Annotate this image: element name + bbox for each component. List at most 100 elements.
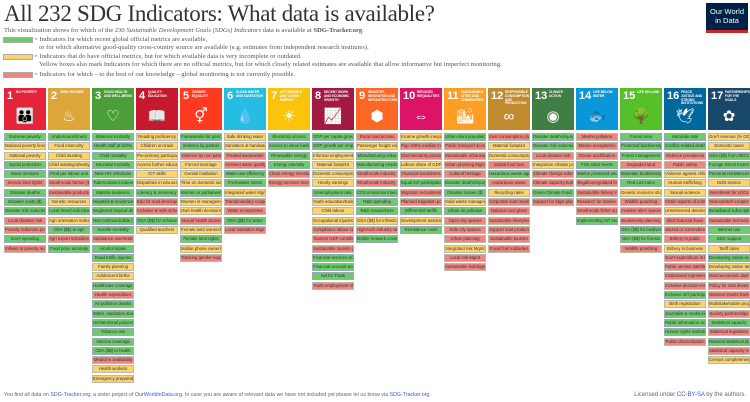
indicator-box: Multistakeholder progress xyxy=(708,300,750,309)
indicator-box: Food insecurity xyxy=(48,142,90,151)
indicator-box: Ambient water quality xyxy=(224,160,266,169)
owid-link[interactable]: OurWorldinData.org xyxy=(134,392,182,398)
goal-10-indicators: Income growth inequalityPop <50% median … xyxy=(400,133,442,235)
indicator-box: Investment for LDCs xyxy=(708,188,750,197)
goal-tile-4: 4 Quality education 📖 xyxy=(136,88,178,130)
sdg-tracker-link-2[interactable]: SDG-Tracker.org xyxy=(389,392,430,398)
goal-17-indicators: Gov't revenue (% GDP) Domestic taxes ODA (… xyxy=(708,133,750,365)
indicator-box: Electricity access xyxy=(268,133,310,141)
indicator-box: Victim reports of crime xyxy=(664,198,706,207)
indicator-box: Health staff at births xyxy=(92,142,134,151)
indicator-box: Violence against children xyxy=(664,170,706,179)
legend-swatch-yellow xyxy=(3,54,33,60)
indicator-box: Inclusive decision-making xyxy=(664,281,706,290)
indicator-box: GDP growth per employed xyxy=(312,142,354,151)
indicator-box: Human rights institutions xyxy=(664,328,706,337)
indicator-box: Children on-track xyxy=(136,142,178,151)
intro-text: This visualization shows for which of th… xyxy=(4,27,364,34)
goal-number: 10 xyxy=(403,90,416,102)
indicator-box: R&D researchers xyxy=(356,207,398,216)
indicator-box: Sexual violence xyxy=(664,188,706,197)
indicator-box: Rural road access xyxy=(356,133,398,141)
indicator-box: Youth education/training xyxy=(312,198,354,207)
goal-tile-7: 7 Affordable and clean energy ☀ xyxy=(268,88,310,130)
indicator-box: Disaster costs ($) xyxy=(4,198,46,207)
intro-em: Sustainable Development Goals (SDGs) Ind… xyxy=(126,27,262,34)
indicator-box: Inclusive int'l participation xyxy=(664,291,706,300)
indicator-box: Green Climate Fund ($$) xyxy=(532,188,574,197)
indicator-box: Gov't spending xyxy=(4,235,46,244)
indicator-box: Sustainable tourism jobs xyxy=(312,244,354,253)
indicator-box: Time on domestic work xyxy=(180,179,222,188)
indicator-box: Health workers xyxy=(92,365,134,374)
indicator-box: Disparities in edu access xyxy=(136,179,178,188)
legend-yellow-line1: = Indicators that do have official metri… xyxy=(34,53,302,60)
indicator-box: Violence by partner xyxy=(180,142,222,151)
indicator-box: Genetic resource sharing xyxy=(620,188,662,197)
indicator-box: Domestic taxes xyxy=(708,142,750,151)
indicator-box: Suicide mortality xyxy=(92,225,134,234)
goal-name: Climate action xyxy=(549,90,563,98)
owid-logo[interactable]: Our World in Data xyxy=(706,3,748,33)
indicator-box: Manufacturing employment xyxy=(356,160,398,169)
goal-tile-5: 5 Gender equality ⚥ xyxy=(180,88,222,130)
indicator-box: Compliance labour rights xyxy=(312,225,354,234)
indicator-box: Debt service xyxy=(708,179,750,188)
sun-icon: ☀ xyxy=(282,108,296,125)
water-icon: 💧 xyxy=(235,108,255,125)
indicator-box: Urban planning Mgmt xyxy=(444,160,486,169)
growth-chart-icon: 📈 xyxy=(323,108,343,125)
logo-line1: Our World xyxy=(709,7,745,16)
indicator-box: Homicide rate xyxy=(664,133,706,141)
indicator-box: Wildlife poaching xyxy=(620,198,662,207)
goal-14-indicators: Marine pollution Marine ecosystems Ocean a… xyxy=(576,133,618,226)
indicator-box: Urban air pollution xyxy=(444,207,486,216)
sdg-tracker-link[interactable]: SDG-Tracker.org xyxy=(50,392,91,398)
goal-number: 2 xyxy=(51,90,58,102)
indicator-box: Macroeconomic dashboard xyxy=(708,272,750,281)
indicator-box: Agri orientation index xyxy=(48,216,90,225)
goal-tile-8: 8 Decent work and economic growth 📈 xyxy=(312,88,354,130)
indicator-box: SDG support xyxy=(708,235,750,244)
goal-name: Decent work and economic growth xyxy=(324,90,350,102)
goal-tile-2: 2 Zero hunger ♨ xyxy=(48,88,90,130)
license-note: Licensed under CC-BY-SA by the authors. xyxy=(634,392,746,398)
indicator-box: Health expenditure xyxy=(92,291,134,300)
indicator-box: National poverty lines xyxy=(4,142,46,151)
indicator-box: Implementing int'l sea law xyxy=(576,216,618,225)
heartbeat-icon: ♡ xyxy=(106,108,120,125)
indicator-box: Hazardous waste xyxy=(488,179,530,188)
goal-number: 4 xyxy=(139,90,146,102)
indicator-box: Institutional representation xyxy=(664,272,706,281)
indicator-box: Degraded land xyxy=(620,160,662,169)
indicator-box: National sust plans xyxy=(488,207,530,216)
goal-name: Good health and well-being xyxy=(104,90,132,98)
footer-t4: . xyxy=(429,392,431,398)
intro-end: . xyxy=(362,27,364,34)
goal-12-indicators: Sust consumption plansMaterial footprint… xyxy=(488,133,530,254)
goal-tile-1: 1 No poverty 👪 xyxy=(4,88,46,130)
goal-tile-16: 16 Peace, justice and strong institutions… xyxy=(664,88,706,130)
indicator-box: Climate change education xyxy=(532,170,574,179)
indicator-box: Neonatal mortality xyxy=(92,160,134,169)
indicator-box: Access further education xyxy=(136,160,178,169)
indicator-box: Journalist & media killings xyxy=(664,309,706,318)
goal-number: 17 xyxy=(711,90,724,102)
goal-number: 6 xyxy=(227,90,234,102)
goal-11-indicators: Urban slum population Public transport ac… xyxy=(444,133,486,272)
indicator-box: Public safety xyxy=(664,160,706,169)
indicator-box: Public information access xyxy=(664,318,706,327)
indicator-box: Inclusive & safe schools xyxy=(136,207,178,216)
footer-note: You find all data on SDG-Tracker.org, a … xyxy=(4,392,431,398)
legend-swatch-red xyxy=(3,72,33,78)
flower-rings-icon: ✿ xyxy=(722,108,736,125)
indicator-box: New HIV infections xyxy=(92,170,134,179)
indicator-box: Bribery in public xyxy=(664,235,706,244)
indicator-box: ODA ($$) for water xyxy=(224,216,266,225)
license-link[interactable]: CC-BY-SA xyxy=(676,392,705,398)
indicator-box: Material footprint xyxy=(312,160,354,169)
goal-7-indicators: Electricity access Access to clean fuels R… xyxy=(268,133,310,189)
indicator-box: Financial services access xyxy=(312,253,354,262)
fish-icon: 🐟 xyxy=(587,108,607,125)
